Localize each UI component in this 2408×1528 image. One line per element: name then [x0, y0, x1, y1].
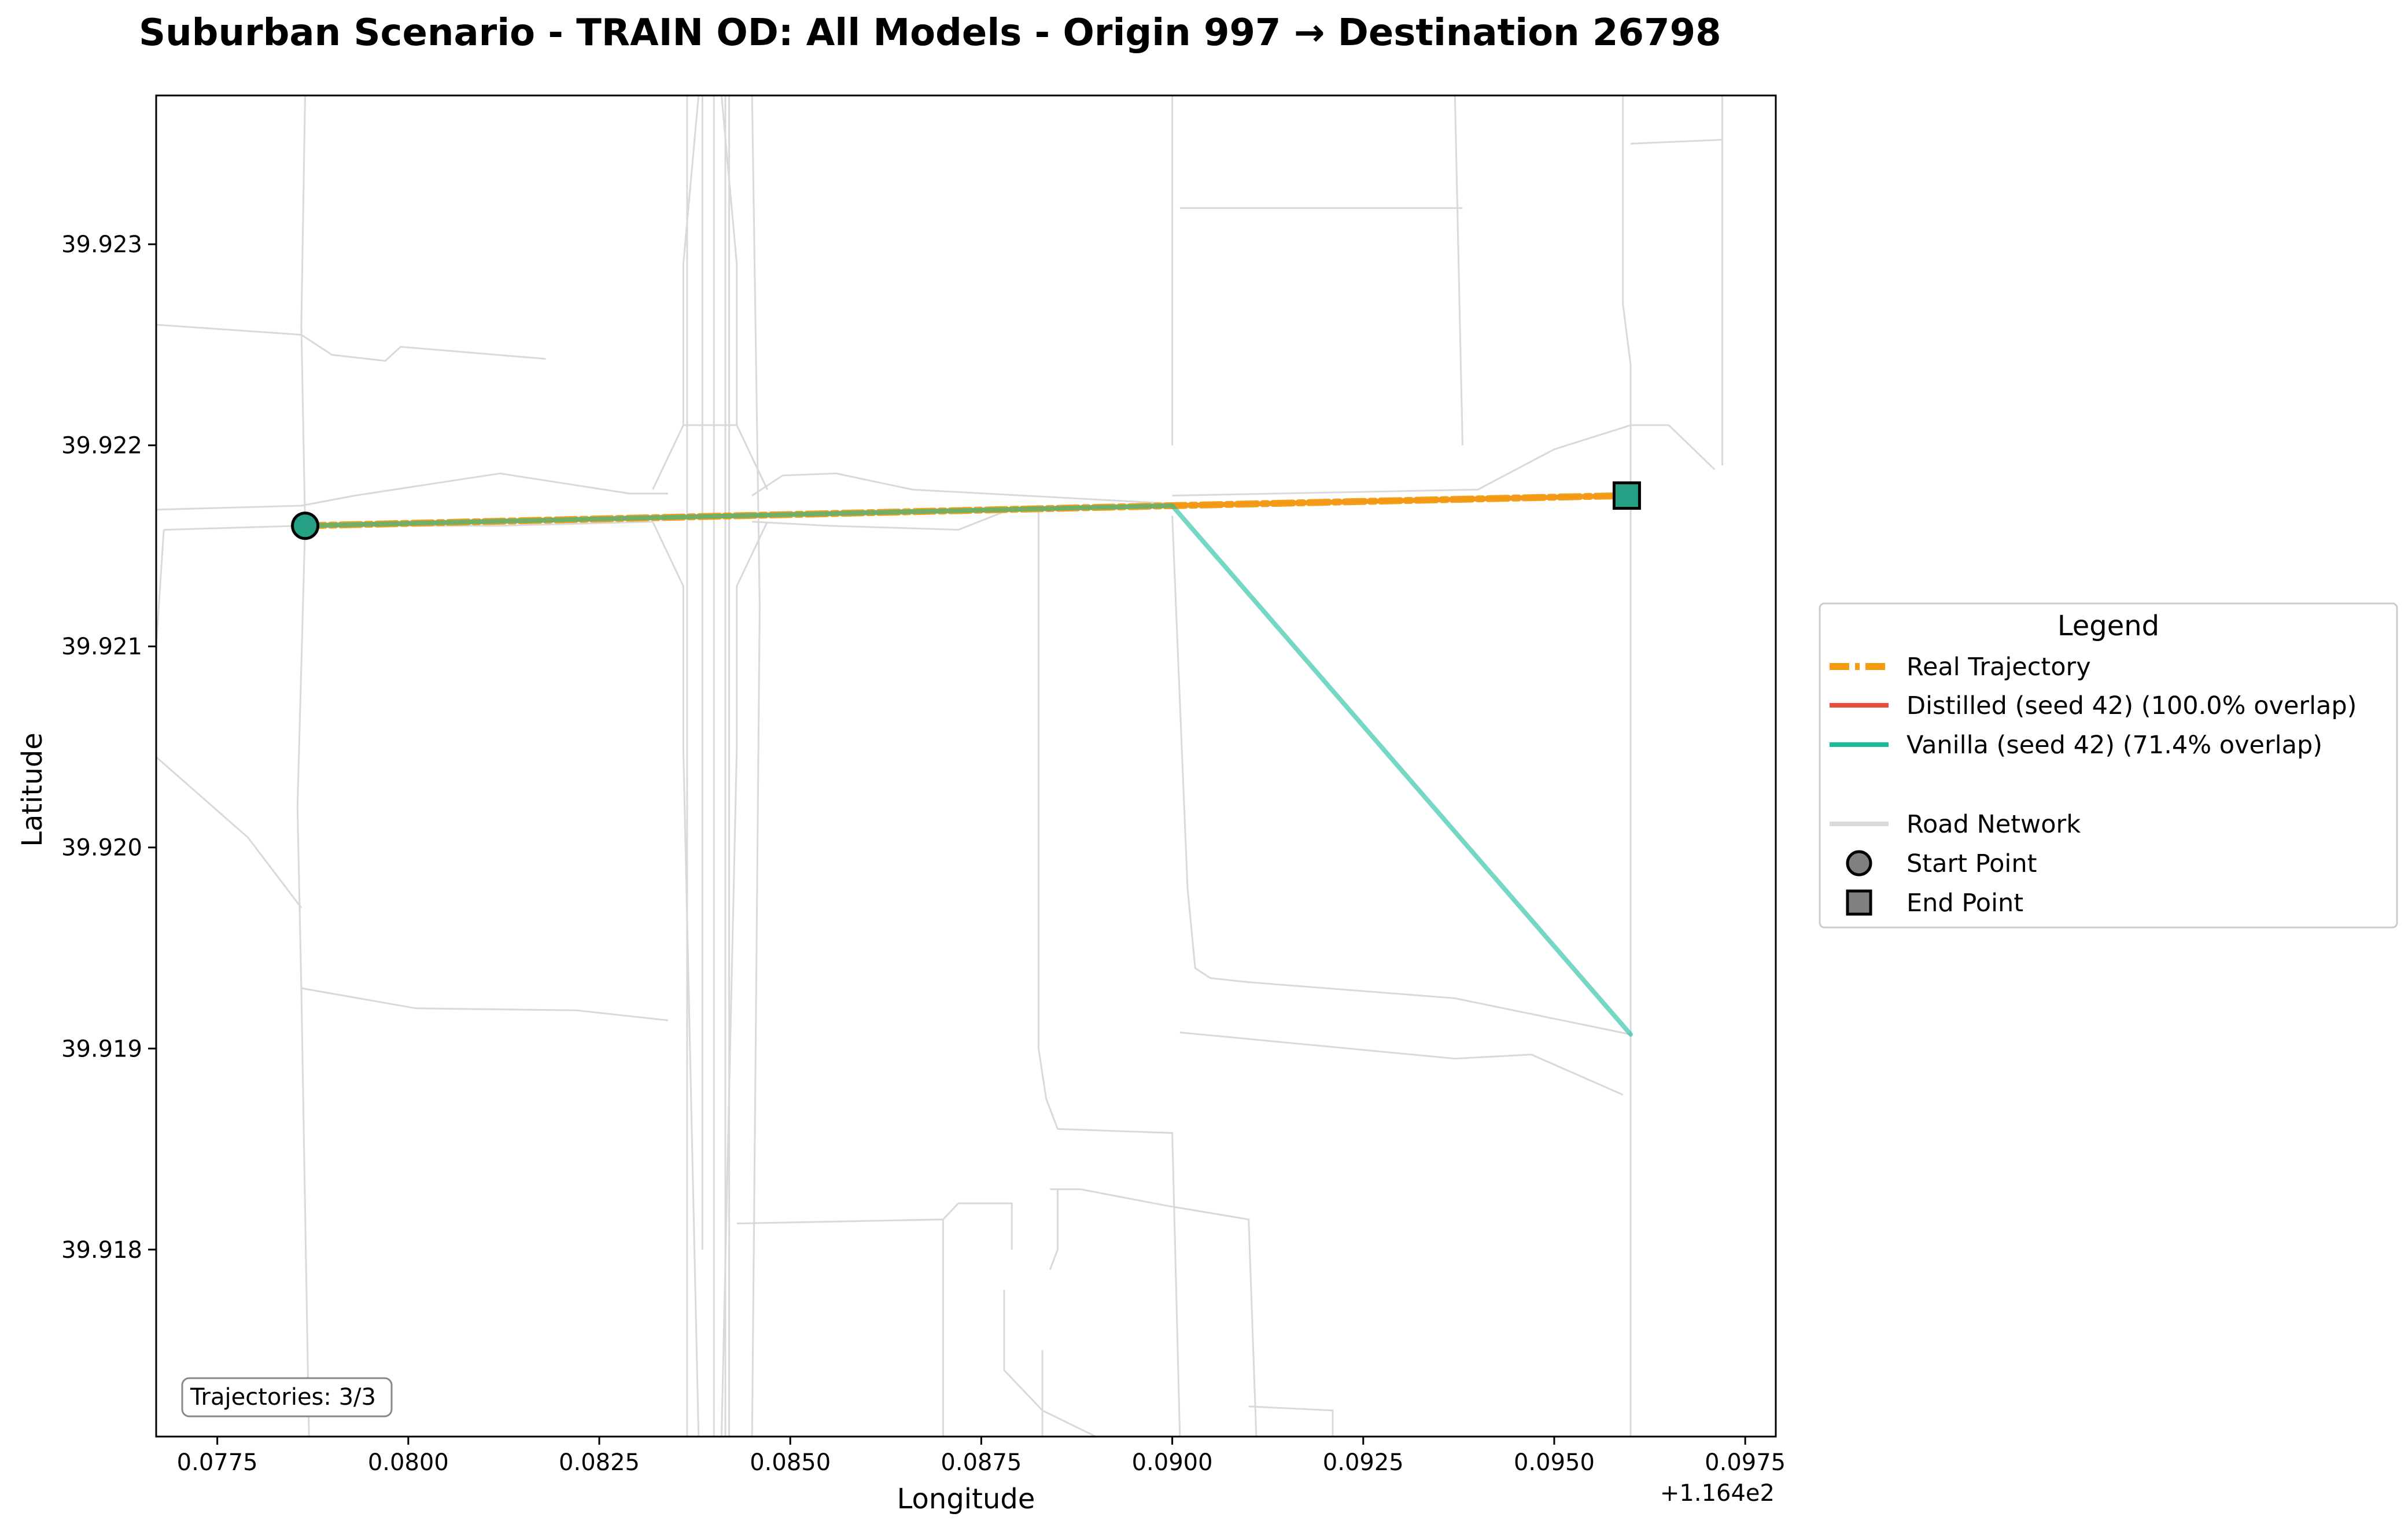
road-segment-4 [752, 505, 1020, 531]
road-segment-24 [1049, 1189, 1059, 1271]
y-axis-label: Latitude [16, 732, 49, 847]
x-tick-label-8: 0.0975 [1705, 1449, 1786, 1476]
legend-label-start-point: Start Point [1907, 849, 2037, 878]
legend-label-road-network: Road Network [1907, 810, 2081, 839]
legend-title: Legend [2057, 610, 2159, 642]
road-segment-35 [1631, 139, 1723, 145]
y-tick-label-4: 39.922 [61, 433, 142, 459]
road-segment-23 [1038, 506, 1181, 1437]
start-point-marker [291, 511, 320, 540]
x-tick-label-3: 0.0850 [750, 1449, 831, 1476]
road-segment-22 [942, 1202, 1013, 1250]
road-segment-25 [1050, 1188, 1258, 1437]
road-segment-26 [1003, 1290, 1097, 1437]
road-segment-0 [156, 323, 546, 362]
road-segment-20 [751, 95, 761, 1437]
x-tick-label-0: 0.0775 [177, 1449, 258, 1476]
road-segment-30 [1171, 516, 1631, 1036]
legend-label-real-trajectory: Real Trajectory [1907, 653, 2091, 682]
legend-label-vanilla: Vanilla (seed 42) (71.4% overlap) [1907, 731, 2322, 760]
x-tick-label-2: 0.0825 [559, 1449, 640, 1476]
end-point-marker [1612, 481, 1641, 510]
y-axis-ticks: 39.918 39.919 39.920 39.921 39.922 39.923 [61, 231, 156, 1264]
y-tick-label-2: 39.920 [61, 835, 142, 861]
road-segment-9 [156, 529, 165, 647]
road-network [156, 95, 1723, 1437]
x-axis-label: Longitude [897, 1483, 1035, 1515]
x-tick-label-1: 0.0800 [368, 1449, 449, 1476]
road-segment-3 [751, 472, 1172, 505]
legend: Legend Real Trajectory Distilled (seed 4… [1819, 602, 2398, 929]
x-axis-ticks: 0.0775 0.0800 0.0825 0.0850 0.0875 0.0900 0.09… [177, 1437, 1786, 1476]
x-tick-label-7: 0.0950 [1514, 1449, 1595, 1476]
legend-swatch-start-point [1846, 850, 1872, 877]
road-segment-10 [652, 95, 700, 490]
road-segment-5 [1172, 424, 1716, 497]
trajectory-series [301, 492, 1633, 1037]
chart-title: Suburban Scenario - TRAIN OD: All Models… [139, 12, 1721, 54]
road-segment-8 [296, 95, 310, 1437]
road-segment-34 [1622, 95, 1632, 1437]
od-markers [291, 481, 1641, 540]
x-tick-label-4: 0.0875 [941, 1449, 1022, 1476]
trajectory-count-text: Trajectories: 3/3 [190, 1384, 376, 1411]
legend-label-distilled: Distilled (seed 42) (100.0% overlap) [1907, 691, 2357, 720]
legend-frame [1819, 602, 2398, 929]
road-segment-31 [1179, 1032, 1624, 1096]
plot-area [156, 95, 1776, 1437]
plot-frame [155, 94, 1777, 1438]
road-segment-28 [1248, 1405, 1334, 1437]
legend-label-end-point: End Point [1907, 889, 2023, 918]
road-segment-33 [1454, 95, 1463, 445]
y-tick-label-5: 39.923 [61, 231, 142, 258]
road-segment-7 [301, 987, 669, 1022]
y-tick-label-1: 39.919 [61, 1036, 142, 1062]
x-tick-label-6: 0.0925 [1323, 1449, 1404, 1476]
x-tick-label-5: 0.0900 [1132, 1449, 1213, 1476]
series-line-2 [303, 503, 1633, 1037]
y-tick-label-0: 39.918 [61, 1237, 142, 1264]
road-segment-6 [156, 756, 303, 908]
legend-swatch-end-point [1846, 889, 1872, 916]
x-offset-label: +1.164e2 [1660, 1480, 1775, 1507]
road-segment-13 [652, 521, 700, 1437]
road-segment-1 [156, 472, 668, 511]
y-tick-label-3: 39.921 [61, 634, 142, 660]
trajectory-count-box: Trajectories: 3/3 [181, 1377, 393, 1417]
